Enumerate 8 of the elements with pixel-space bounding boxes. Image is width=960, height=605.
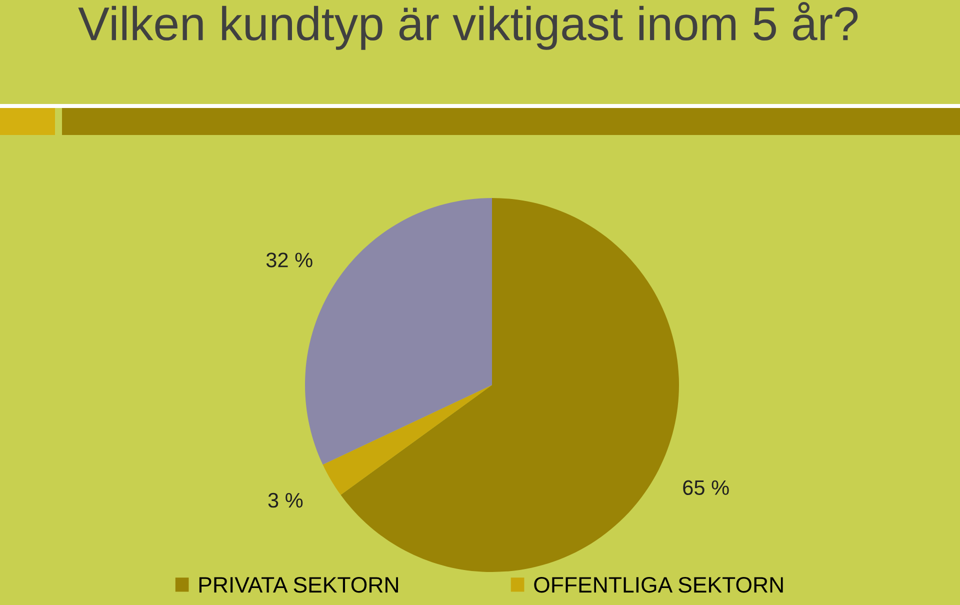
data-label: 65 % <box>683 480 729 496</box>
pie-slice <box>322 385 492 495</box>
chart-title: Vilken kundtyp är viktigast inom 5 år? <box>78 2 858 50</box>
data-label: 32 % <box>266 252 312 268</box>
pie-slice <box>340 198 679 572</box>
legend-label: PRIVATA SEKTORN <box>199 576 398 593</box>
data-label: 3 % <box>268 492 303 508</box>
legend-label: OFFENTLIGA SEKTORN <box>534 576 783 593</box>
